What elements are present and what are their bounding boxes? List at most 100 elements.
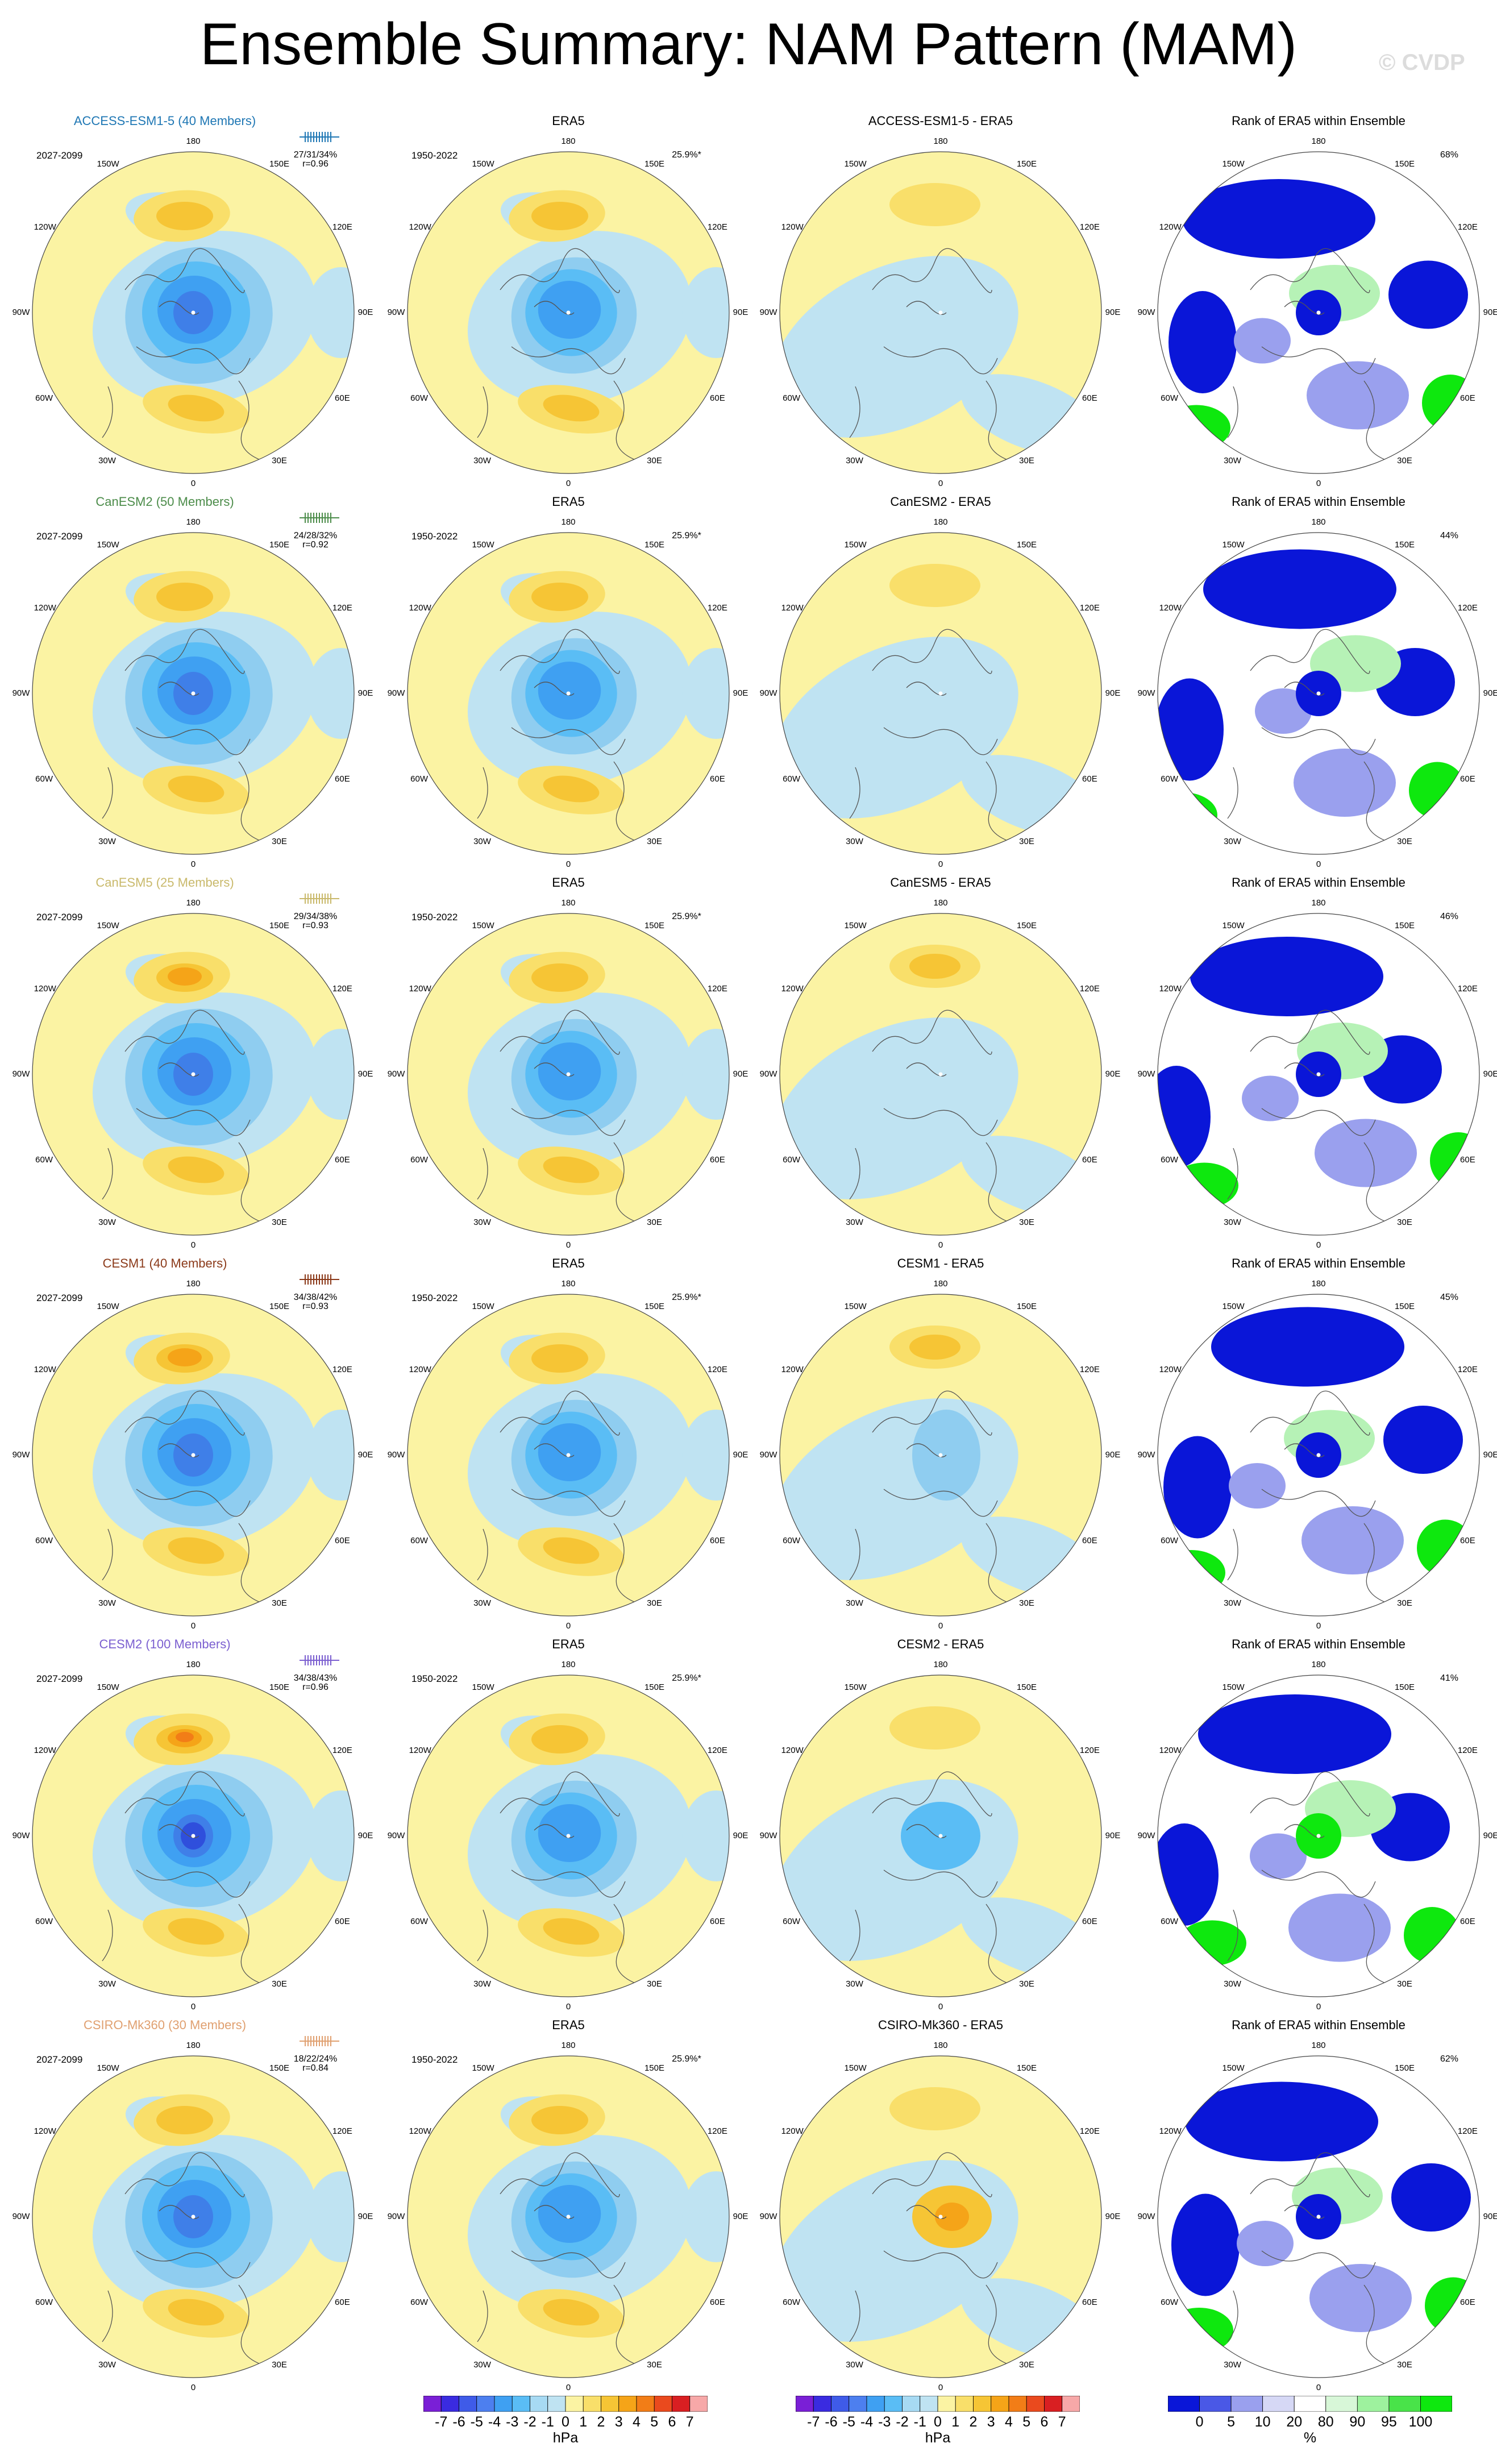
longitude-label: 90W xyxy=(1137,2212,1155,2221)
longitude-label: 30E xyxy=(1019,1598,1034,1608)
field-contour xyxy=(531,1344,588,1373)
longitude-label: 60W xyxy=(410,2297,429,2307)
map-panel-r5-c2: 180 150E 120E 90E 60E 30E 0 30W 60W 90W 120W 150W ER… xyxy=(388,1637,748,2035)
colorbar-swatch xyxy=(476,2395,495,2412)
map-panel-r5-c1: 180 150E 120E 90E 60E 30E 0 30W 60W 90W 120W 150W CE… xyxy=(13,1637,373,2035)
colorbar-tick: 6 xyxy=(668,2414,676,2430)
field-contour xyxy=(1170,1162,1238,1208)
field-contour xyxy=(1404,1907,1461,1964)
coastlines xyxy=(849,1390,1009,1603)
period-label: 1950-2022 xyxy=(411,531,458,542)
longitude-label: 60W xyxy=(783,774,801,784)
watermark: © CVDP xyxy=(1379,50,1465,75)
longitude-label: 90E xyxy=(1483,2212,1497,2221)
colorbar-hpa-1: -7 -6 -5 -4 -3 -2 -1 0 1 2 3 4 5 6 7 hPa xyxy=(423,2395,708,2464)
longitude-label: 180 xyxy=(186,898,201,908)
longitude-label: 90E xyxy=(357,1831,373,1840)
field-contour xyxy=(780,637,1018,818)
longitude-label: 150E xyxy=(644,1302,665,1312)
longitude-label: 90W xyxy=(1137,308,1155,317)
field-contour xyxy=(543,1918,600,1945)
longitude-label: 60W xyxy=(1161,393,1179,403)
pct-variance: 27/31/34% xyxy=(293,150,338,160)
longitude-label: 30W xyxy=(1224,1598,1241,1608)
colorbar-tick: 95 xyxy=(1380,2414,1397,2430)
longitude-label: 90E xyxy=(357,308,373,317)
colorbar-swatch xyxy=(689,2395,708,2412)
longitude-label: 150E xyxy=(269,2063,290,2074)
longitude-label: 30E xyxy=(647,455,662,466)
map-panel-r5-c3: 180 150E 120E 90E 60E 30E 0 30W 60W 90W 120W 150W CE… xyxy=(760,1637,1121,2035)
colorbar-swatch xyxy=(1420,2395,1453,2412)
polar-map xyxy=(407,913,730,1236)
longitude-label: 120W xyxy=(781,2126,804,2136)
longitude-label: 120E xyxy=(1457,1364,1478,1374)
map-border xyxy=(407,2055,730,2378)
map-border xyxy=(779,2055,1102,2378)
longitude-label: 30E xyxy=(1019,1217,1034,1227)
field-contour xyxy=(156,2106,213,2134)
ensemble-spread-glyph xyxy=(300,513,339,523)
field-contour xyxy=(543,775,600,803)
model-title: CSIRO-Mk360 (30 Members) xyxy=(83,2018,247,2032)
longitude-label: 0 xyxy=(1316,2002,1321,2012)
map-panel-r2-c2: 180 150E 120E 90E 60E 30E 0 30W 60W 90W 120W 150W ER… xyxy=(388,495,748,892)
longitude-label: 120E xyxy=(1079,983,1100,994)
longitude-label: 30W xyxy=(473,1979,491,1989)
pattern-correlation: r=0.96 xyxy=(302,159,328,169)
longitude-label: 30E xyxy=(1019,836,1034,846)
rank-title: Rank of ERA5 within Ensemble xyxy=(1232,1256,1405,1270)
field-contour xyxy=(889,564,980,607)
difference-title: CSIRO-Mk360 - ERA5 xyxy=(878,2018,1004,2032)
period-label: 1950-2022 xyxy=(411,2054,458,2065)
longitude-label: 60W xyxy=(35,1535,53,1545)
longitude-label: 150E xyxy=(644,2063,665,2074)
colorbar-tick: -6 xyxy=(825,2414,838,2430)
longitude-label: 180 xyxy=(186,1279,201,1289)
polar-map xyxy=(407,151,730,474)
longitude-label: 30W xyxy=(98,1979,116,1989)
rank-pct: 46% xyxy=(1440,912,1459,921)
longitude-label: 60E xyxy=(335,1916,350,1926)
pole-marker xyxy=(191,2214,196,2219)
longitude-label: 120W xyxy=(781,1745,804,1755)
rank-pct: 41% xyxy=(1440,1673,1459,1683)
map-panel-r6-c1: 180 150E 120E 90E 60E 30E 0 30W 60W 90W 120W 150W CS… xyxy=(13,2018,373,2416)
longitude-label: 60E xyxy=(335,774,350,784)
pole-marker xyxy=(1316,1834,1321,1838)
pole-marker xyxy=(191,691,196,696)
longitude-label: 60W xyxy=(1161,1535,1179,1545)
longitude-label: 150W xyxy=(1222,159,1245,169)
colorbar-tick: 10 xyxy=(1254,2414,1271,2430)
longitude-label: 60E xyxy=(335,393,350,403)
colorbar-swatch xyxy=(494,2395,513,2412)
longitude-label: 150E xyxy=(1394,921,1415,931)
coastlines xyxy=(477,248,637,461)
field-contour xyxy=(307,1790,354,1881)
longitude-label: 60W xyxy=(35,393,53,403)
field-contour xyxy=(780,256,1018,438)
pole-marker xyxy=(1316,1453,1321,1457)
longitude-label: 60W xyxy=(410,393,429,403)
map-panel-r6-c4: 180 150E 120E 90E 60E 30E 0 30W 60W 90W 120W 150W Ra… xyxy=(1138,2018,1497,2416)
longitude-label: 60E xyxy=(1082,1916,1097,1926)
obs-pct-variance: 25.9%* xyxy=(672,2054,701,2064)
longitude-label: 150E xyxy=(1016,1302,1037,1312)
longitude-label: 120E xyxy=(1457,983,1478,994)
coastlines xyxy=(849,1771,1009,1984)
longitude-label: 180 xyxy=(186,1660,201,1669)
longitude-label: 30W xyxy=(1224,1979,1241,1989)
colorbar-unit: hPa xyxy=(925,2430,951,2446)
period-label: 2027-2099 xyxy=(36,2054,83,2065)
field-contour xyxy=(168,394,224,422)
colorbar-tick: 6 xyxy=(1040,2414,1049,2430)
map-panel-r4-c1: 180 150E 120E 90E 60E 30E 0 30W 60W 90W 120W 150W CE… xyxy=(13,1256,373,1654)
pattern-correlation: r=0.92 xyxy=(302,540,328,550)
longitude-label: 90E xyxy=(1483,688,1497,698)
longitude-label: 120W xyxy=(1159,222,1182,232)
longitude-label: 0 xyxy=(1316,1621,1321,1631)
pattern-correlation: r=0.96 xyxy=(302,1682,328,1692)
map-border xyxy=(32,1294,355,1617)
longitude-label: 0 xyxy=(938,1621,943,1631)
longitude-label: 0 xyxy=(565,1621,571,1631)
